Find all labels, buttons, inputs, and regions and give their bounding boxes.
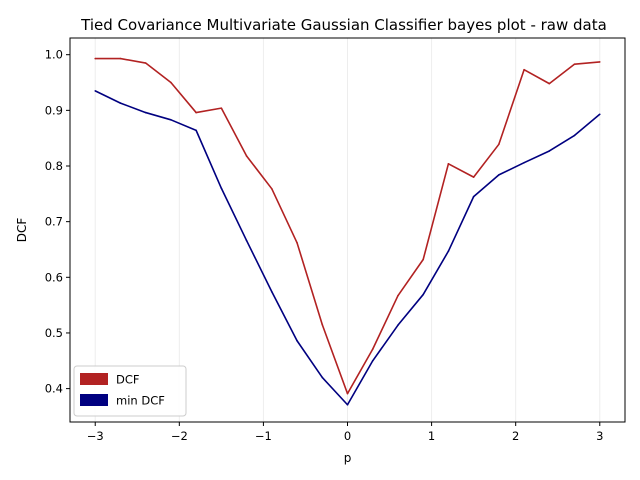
series-0-point-1 — [119, 57, 122, 60]
series-0-point-12 — [397, 294, 399, 297]
series-0-point-8 — [296, 242, 298, 244]
series-1-point-14 — [447, 250, 450, 252]
series-1-point-18 — [548, 150, 551, 152]
y-tick-label-4: 0.8 — [45, 159, 63, 173]
series-1-point-0 — [94, 90, 97, 92]
series-1-point-7 — [271, 290, 273, 293]
series-0-point-5 — [220, 107, 223, 109]
series-0-point-20 — [598, 61, 601, 63]
series-1-point-3 — [170, 119, 172, 121]
series-0-point-11 — [371, 348, 374, 350]
series-1-point-8 — [296, 339, 298, 342]
legend: DCF min DCF — [73, 365, 187, 417]
series-1-point-1 — [119, 102, 122, 104]
series-1-point-11 — [371, 359, 374, 362]
series-0-point-9 — [321, 323, 324, 326]
series-1-point-17 — [523, 161, 525, 164]
y-tick-label-6: 1.0 — [45, 48, 63, 62]
y-tick-label-1: 0.5 — [45, 326, 63, 340]
legend-label-0: DCF — [116, 373, 140, 387]
series-0-point-17 — [523, 68, 525, 71]
series-0-point-7 — [271, 188, 273, 190]
series-1-point-5 — [220, 187, 223, 190]
series-1-point-12 — [397, 324, 399, 326]
x-tick-label-1: −2 — [171, 429, 188, 443]
series-0-point-3 — [170, 81, 172, 84]
chart-title: Tied Covariance Multivariate Gaussian Cl… — [80, 16, 607, 34]
series-0-point-10 — [346, 392, 349, 395]
y-tick-label-2: 0.6 — [45, 270, 63, 284]
x-tick-label-6: 3 — [596, 429, 603, 443]
y-axis-label: DCF — [15, 218, 29, 243]
series-1-point-19 — [573, 134, 576, 137]
x-axis-label: p — [344, 451, 352, 465]
series-0-point-13 — [422, 258, 424, 261]
series-0-point-19 — [573, 63, 576, 65]
legend-swatch-0 — [80, 373, 108, 385]
x-tick-label-0: −3 — [87, 429, 104, 443]
y-axis-ticks: 0.4 0.5 0.6 0.7 0.8 0.9 1.0 — [45, 48, 70, 396]
legend-swatch-1 — [80, 394, 108, 406]
series-1-point-13 — [422, 293, 424, 296]
series-1-point-2 — [144, 111, 147, 114]
series-1-point-16 — [498, 174, 500, 176]
series-1-point-9 — [321, 376, 324, 379]
series-0-point-0 — [94, 57, 97, 60]
y-tick-label-0: 0.4 — [45, 382, 63, 396]
series-0-point-18 — [548, 82, 551, 85]
x-tick-label-4: 1 — [428, 429, 435, 443]
series-0-point-6 — [245, 155, 248, 157]
series-1-point-10 — [346, 403, 349, 406]
series-0-point-16 — [498, 143, 500, 146]
series-1-point-6 — [245, 239, 248, 242]
x-tick-label-5: 2 — [512, 429, 519, 443]
x-axis-ticks: −3 −2 −1 0 1 2 3 — [87, 422, 603, 443]
series-0-point-4 — [195, 111, 197, 114]
series-1-point-20 — [598, 113, 601, 116]
series-1-point-15 — [472, 195, 475, 198]
series-0-point-14 — [447, 162, 450, 165]
series-lines — [94, 57, 601, 406]
x-tick-label-3: 0 — [344, 429, 351, 443]
series-0-point-2 — [144, 62, 147, 64]
series-0-point-15 — [472, 176, 475, 178]
y-tick-label-5: 0.9 — [45, 103, 63, 117]
series-1-point-4 — [195, 129, 197, 132]
grid — [94, 38, 601, 422]
legend-label-1: min DCF — [116, 394, 165, 408]
x-tick-label-2: −1 — [255, 429, 272, 443]
y-tick-label-3: 0.7 — [45, 215, 63, 229]
